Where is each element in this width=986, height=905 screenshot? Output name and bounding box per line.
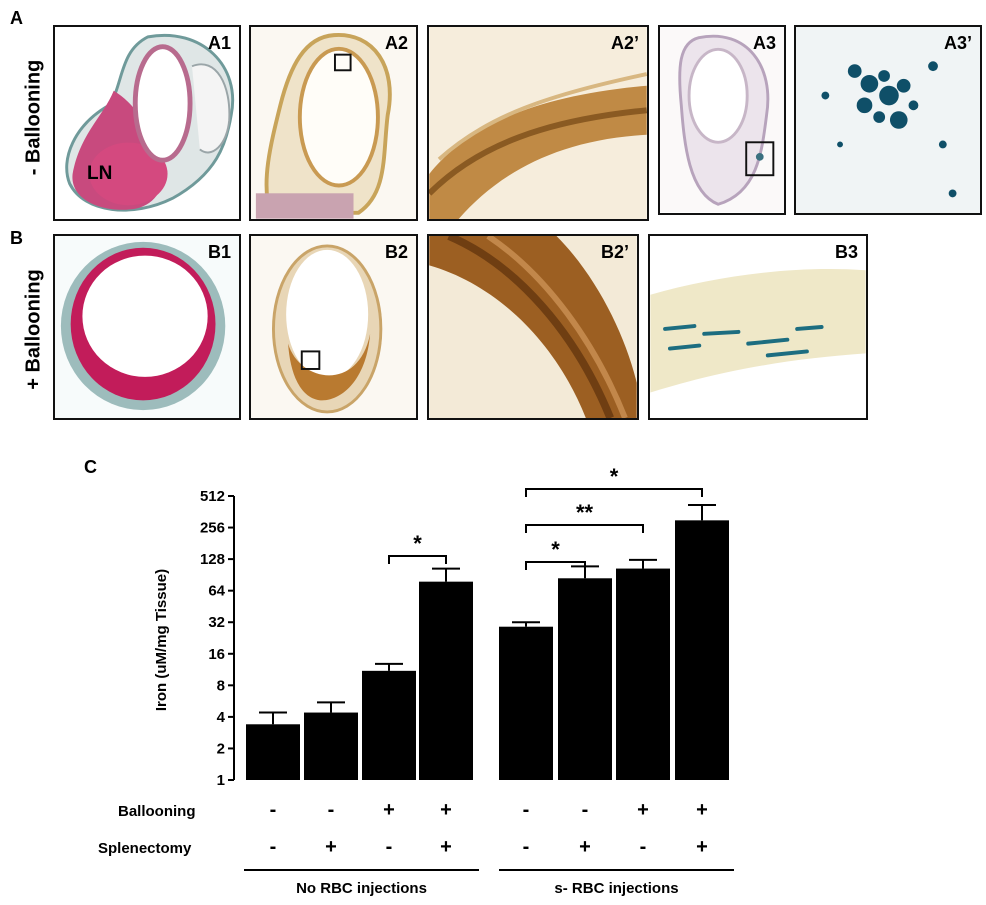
bar-series <box>246 504 729 780</box>
ballooning-sign-0: - <box>269 799 277 821</box>
micrograph-a2-zoom: A2’ <box>427 25 649 221</box>
micrograph-a3: A3 <box>658 25 786 215</box>
bar-0 <box>246 724 300 780</box>
tile-label-b2-prime: B2’ <box>600 242 629 262</box>
bar-5 <box>558 578 612 780</box>
y-tick-label-128: 128 <box>200 551 225 568</box>
significance-brackets: * **** <box>388 464 703 570</box>
splenectomy-sign-6: - <box>639 836 647 858</box>
micrograph-a3-zoom: A3’ <box>794 25 982 215</box>
micrograph-a3-image <box>660 27 784 213</box>
significance-bracket-0 <box>388 555 447 564</box>
y-tick-label-256: 256 <box>200 520 225 537</box>
splenectomy-sign-1: + <box>325 836 337 858</box>
ballooning-sign-6: + <box>637 799 649 821</box>
significance-label-3: * <box>610 464 619 489</box>
ballooning-sign-3: + <box>440 799 452 821</box>
y-tick-label-1: 1 <box>217 772 225 789</box>
splenectomy-sign-5: + <box>579 836 591 858</box>
bar-1 <box>304 712 358 780</box>
lymph-node-label: LN <box>87 163 113 184</box>
micrograph-b3-image <box>650 236 866 418</box>
ballooning-sign-5: - <box>581 799 589 821</box>
tile-label-a3: A3 <box>752 33 776 53</box>
bar-4 <box>499 626 553 780</box>
micrograph-b2-zoom: B2’ <box>427 234 639 420</box>
group-label-s-rbc: s- RBC injections <box>554 880 679 897</box>
tile-label-a2: A2 <box>384 33 408 53</box>
micrograph-a2-zoom-image <box>429 27 647 219</box>
y-tick-label-2: 2 <box>217 740 225 757</box>
significance-label-1: * <box>551 537 560 562</box>
y-axis-label: Iron (uM/mg Tissue) <box>153 569 170 711</box>
group-line-no-rbc <box>244 869 479 871</box>
y-tick-label-512: 512 <box>200 488 225 505</box>
bar-3 <box>419 581 473 780</box>
micrograph-b1-image <box>55 236 239 418</box>
splenectomy-sign-3: + <box>440 836 452 858</box>
y-tick-label-8: 8 <box>217 677 225 694</box>
micrograph-b1: B1 <box>53 234 241 420</box>
splenectomy-sign-7: + <box>696 836 708 858</box>
group-label-no-rbc: No RBC injections <box>296 880 427 897</box>
splenectomy-sign-4: - <box>522 836 530 858</box>
y-axis: 1 2 4 8 16 32 64 128 256 512 <box>200 488 235 789</box>
splenectomy-sign-2: - <box>385 836 393 858</box>
group-line-s-rbc <box>499 869 734 871</box>
splenectomy-row-label: Splenectomy <box>98 840 192 857</box>
tile-label-a1: A1 <box>207 33 231 53</box>
significance-bracket-1 <box>525 561 586 570</box>
y-tick-label-32: 32 <box>208 614 225 631</box>
micrograph-a1: A1 LN <box>53 25 241 221</box>
bar-6 <box>616 568 670 780</box>
micrograph-b2-zoom-image <box>429 236 637 418</box>
significance-label-2: ** <box>576 500 594 525</box>
bar-2 <box>362 670 416 780</box>
ballooning-sign-1: - <box>327 799 335 821</box>
ballooning-sign-7: + <box>696 799 708 821</box>
micrograph-b3: B3 <box>648 234 868 420</box>
micrograph-b2: B2 <box>249 234 418 420</box>
tile-label-b2: B2 <box>384 242 408 262</box>
y-tick-label-64: 64 <box>208 583 225 600</box>
tile-label-b3: B3 <box>834 242 858 262</box>
bar-7 <box>675 520 729 780</box>
micrograph-a2: A2 <box>249 25 418 221</box>
panel-letter-a: A <box>10 8 23 28</box>
panel-letter-c: C <box>84 457 97 477</box>
ballooning-row-label: Ballooning <box>118 803 196 820</box>
significance-label-0: * <box>413 531 422 556</box>
tile-label-b1: B1 <box>207 242 231 262</box>
tile-label-a2-prime: A2’ <box>610 33 639 53</box>
panel-letter-b: B <box>10 228 23 248</box>
micrograph-a1-image <box>55 27 239 219</box>
splenectomy-sign-0: - <box>269 836 277 858</box>
ballooning-sign-2: + <box>383 799 395 821</box>
tile-label-a3-prime: A3’ <box>943 33 972 53</box>
significance-bracket-2 <box>525 524 644 533</box>
y-tick-label-16: 16 <box>208 646 225 663</box>
micrograph-a2-image <box>251 27 416 219</box>
ballooning-sign-4: - <box>522 799 530 821</box>
significance-bracket-3 <box>525 488 703 497</box>
micrograph-b2-image <box>251 236 416 418</box>
micrograph-a3-zoom-image <box>796 27 980 213</box>
y-tick-label-4: 4 <box>217 709 226 726</box>
